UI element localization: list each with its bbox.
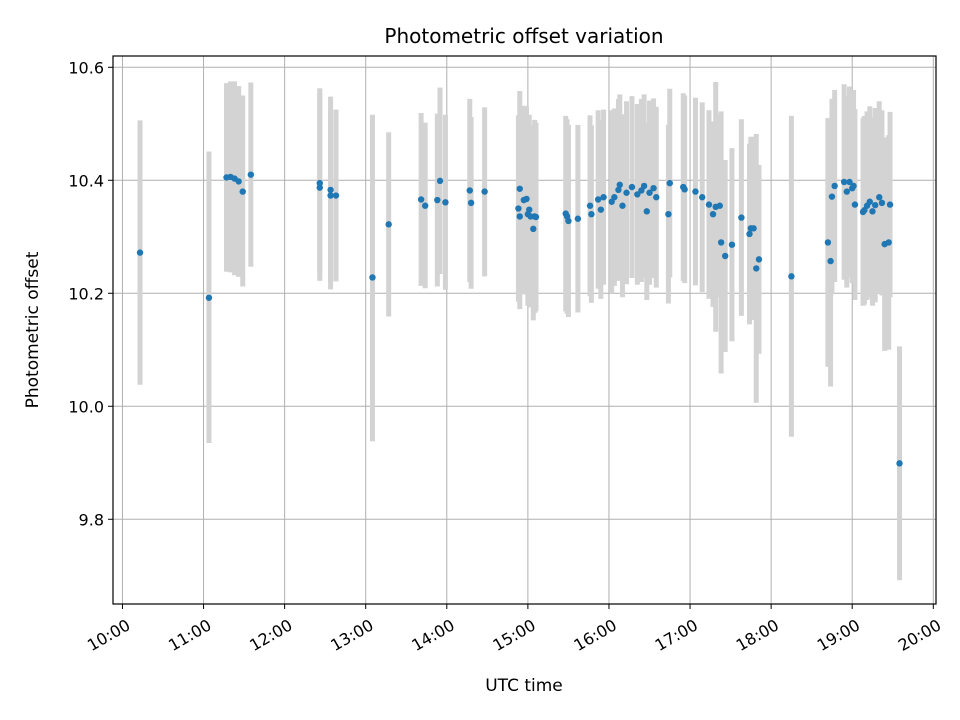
data-point (136, 249, 144, 256)
data-point (869, 208, 876, 215)
data-point (866, 198, 873, 205)
data-point (646, 189, 653, 196)
data-point (611, 194, 618, 201)
data-point (828, 193, 836, 200)
data-point (565, 217, 572, 225)
data-point (885, 239, 892, 246)
data-point (755, 256, 763, 263)
data-point (594, 196, 602, 203)
data-point (385, 221, 392, 228)
data-point (634, 191, 641, 198)
plot-frame (112, 55, 937, 605)
data-point (515, 205, 522, 212)
data-point (665, 210, 672, 218)
data-point (421, 202, 429, 209)
data-point (239, 188, 246, 195)
y-tick-label: 10.0 (68, 397, 104, 416)
data-point (640, 182, 648, 190)
data-point (316, 179, 323, 187)
data-point (788, 273, 795, 280)
data-point (434, 196, 441, 204)
data-point (721, 252, 729, 260)
data-point (597, 206, 605, 213)
data-point (205, 294, 213, 301)
data-point (586, 202, 594, 209)
data-point (827, 257, 834, 265)
data-point (436, 177, 444, 185)
data-point (846, 178, 853, 186)
data-point (650, 184, 657, 192)
data-point (235, 178, 242, 185)
data-point (327, 192, 334, 199)
y-tick-label: 9.8 (79, 510, 104, 529)
data-point (824, 239, 832, 246)
data-point (588, 210, 595, 218)
data-point (851, 201, 859, 208)
data-point (327, 186, 334, 194)
data-point (753, 265, 760, 272)
data-point (876, 194, 883, 201)
data-point (750, 225, 757, 232)
data-point (850, 182, 857, 190)
data-point (653, 194, 660, 201)
data-point (681, 186, 688, 193)
data-point (831, 182, 838, 190)
data-point (623, 189, 630, 196)
data-point (705, 201, 713, 208)
y-axis: 9.8 10.0 10.2 10.4 10.6 (68, 58, 113, 529)
data-point (896, 460, 903, 467)
data-point (523, 195, 530, 203)
data-point (709, 210, 717, 218)
data-point (692, 188, 699, 195)
y-tick-label: 10.4 (68, 171, 104, 190)
data-point (532, 213, 540, 221)
data-point (316, 184, 323, 191)
data-point (530, 225, 537, 233)
data-point (526, 206, 533, 213)
data-point (746, 230, 753, 238)
data-point (616, 181, 623, 189)
data-point (615, 186, 622, 194)
data-point (716, 202, 723, 209)
data-point (516, 213, 523, 220)
data-point (886, 201, 894, 208)
data-point (738, 214, 745, 221)
data-point (717, 239, 725, 246)
data-point (516, 185, 523, 192)
data-point (619, 202, 626, 209)
x-axis-title: UTC time (485, 676, 563, 696)
data-point (467, 199, 475, 207)
data-point (369, 274, 376, 281)
data-point (247, 171, 255, 178)
data-points (136, 171, 903, 467)
data-point (666, 179, 673, 187)
data-point (878, 199, 886, 207)
data-point (442, 199, 449, 206)
y-axis-title: Photometric offset (23, 251, 43, 408)
data-point (417, 196, 425, 203)
data-point (871, 201, 879, 209)
data-point (643, 208, 651, 215)
y-tick-label: 10.6 (68, 58, 104, 77)
data-point (728, 241, 736, 248)
data-point (699, 194, 706, 201)
data-point (574, 215, 582, 222)
data-point (600, 194, 607, 201)
data-point (628, 183, 636, 191)
chart-title: Photometric offset variation (384, 24, 663, 48)
data-point (843, 188, 851, 195)
y-tick-label: 10.2 (68, 284, 104, 303)
data-point (840, 178, 848, 186)
data-point (481, 188, 488, 195)
data-point (466, 187, 473, 194)
data-point (332, 192, 340, 199)
